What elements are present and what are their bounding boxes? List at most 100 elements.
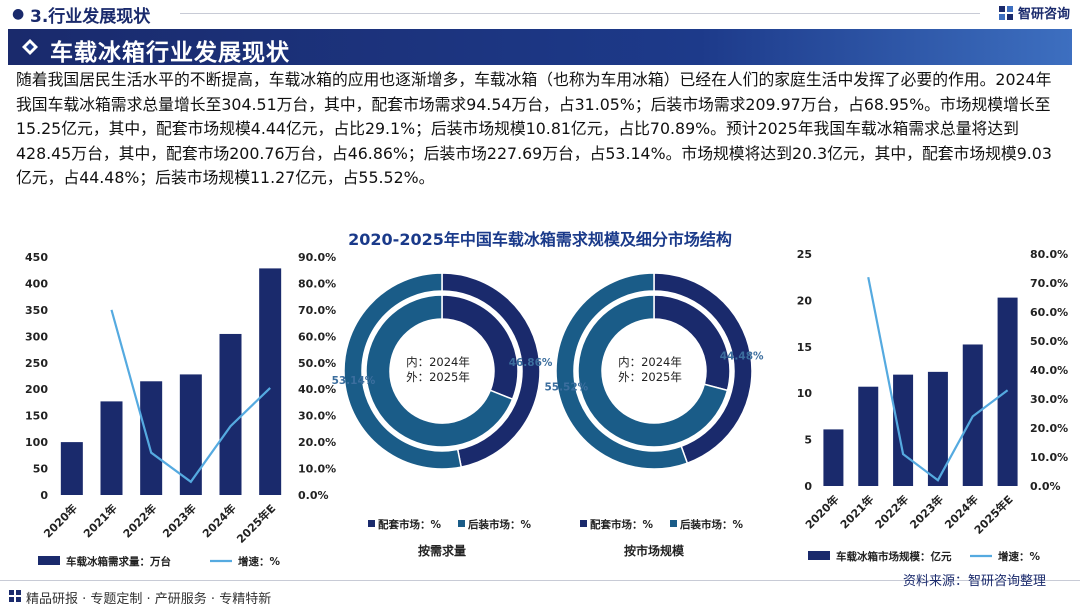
- scale-xtick: 2020年: [802, 492, 841, 531]
- scale-structure-legend-label: 后装市场：%: [680, 518, 743, 531]
- demand-ytick-right: 30.0%: [298, 410, 336, 423]
- scale-structure-legend-swatch: [670, 520, 677, 527]
- demand-xtick: 2023年: [160, 501, 199, 540]
- demand-bar: [179, 374, 202, 495]
- scale-structure-outer-slice: [555, 272, 689, 470]
- scale-legend-bar-swatch: [808, 551, 830, 560]
- diamond-icon: [22, 39, 38, 55]
- demand-structure-center-label: 外：2025年: [406, 370, 470, 384]
- grid-icon: [9, 590, 21, 602]
- demand-xtick: 2020年: [41, 501, 80, 540]
- demand-ytick-right: 40.0%: [298, 383, 336, 396]
- scale-ytick-right: 20.0%: [1030, 422, 1068, 435]
- scale-ytick-right: 60.0%: [1030, 306, 1068, 319]
- scale-ytick-right: 70.0%: [1030, 277, 1068, 290]
- services-list: 精品研报 · 专题定制 · 产研服务 · 专精特新: [26, 592, 272, 604]
- demand-structure-legend-label: 后装市场：%: [468, 518, 531, 531]
- demand-bar: [140, 381, 163, 495]
- demand-ytick-left: 400: [25, 277, 48, 290]
- demand-legend-line-label: 增速：%: [238, 555, 280, 568]
- demand-xtick: 2022年: [120, 501, 159, 540]
- demand-ytick-right: 70.0%: [298, 304, 336, 317]
- scale-structure-legend-label: 配套市场：%: [590, 518, 653, 531]
- section-bullet-icon: ●: [12, 6, 25, 22]
- demand-structure-legend-swatch: [368, 520, 375, 527]
- demand-structure-caption: 按需求量: [418, 543, 466, 558]
- scale-structure-center-label: 内：2024年: [618, 355, 682, 369]
- scale-ytick-right: 50.0%: [1030, 335, 1068, 348]
- footer-divider: [0, 580, 1080, 581]
- demand-ytick-right: 90.0%: [298, 251, 336, 264]
- scale-bar: [893, 374, 914, 486]
- scale-ytick-left: 0: [804, 480, 812, 493]
- demand-ytick-left: 100: [25, 436, 48, 449]
- header-divider: [180, 13, 980, 14]
- scale-ytick-right: 30.0%: [1030, 393, 1068, 406]
- demand-ytick-left: 350: [25, 304, 48, 317]
- demand-ytick-right: 50.0%: [298, 357, 336, 370]
- demand-bar: [219, 333, 242, 495]
- demand-structure-center-label: 内：2024年: [406, 355, 470, 369]
- demand-structure-slice-label: 53.14%: [332, 375, 376, 387]
- demand-xtick: 2024年: [199, 501, 238, 540]
- demand-ytick-left: 0: [40, 489, 48, 502]
- scale-xtick: 2023年: [907, 492, 946, 531]
- scale-bar: [823, 429, 844, 486]
- demand-ytick-left: 300: [25, 330, 48, 343]
- scale-structure-caption: 按市场规模: [624, 543, 685, 558]
- scale-ytick-right: 40.0%: [1030, 364, 1068, 377]
- demand-ytick-right: 0.0%: [298, 489, 329, 502]
- demand-ytick-left: 50: [33, 463, 49, 476]
- scale-structure-center-label: 外：2025年: [618, 370, 682, 384]
- demand-structure-legend-label: 配套市场：%: [378, 518, 441, 531]
- demand-structure-inner-slice: [365, 294, 514, 448]
- scale-ytick-left: 10: [797, 387, 813, 400]
- scale-legend-line-label: 增速：%: [998, 550, 1040, 563]
- scale-structure-inner-slice: [577, 294, 729, 448]
- demand-ytick-right: 80.0%: [298, 277, 336, 290]
- demand-structure-outer-slice: [343, 272, 463, 470]
- source-note: 资料来源：智研咨询整理: [902, 574, 1046, 589]
- demand-ytick-right: 10.0%: [298, 463, 336, 476]
- demand-legend-bar-swatch: [38, 556, 60, 565]
- demand-ytick-left: 250: [25, 357, 48, 370]
- scale-bar: [997, 297, 1018, 486]
- scale-bar: [858, 386, 879, 486]
- top-header: ● 3.行业发展现状 智研咨询: [0, 0, 1080, 27]
- demand-bar: [259, 268, 282, 495]
- scale-ytick-left: 25: [797, 248, 812, 261]
- demand-bar: [100, 401, 123, 495]
- scale-structure-legend-swatch: [580, 520, 587, 527]
- demand-ytick-left: 200: [25, 383, 48, 396]
- scale-ytick-left: 5: [804, 434, 812, 447]
- demand-bar: [60, 442, 83, 495]
- scale-ytick-left: 15: [797, 341, 812, 354]
- scale-xtick: 2022年: [872, 492, 911, 531]
- brand-logo: 智研咨询: [998, 3, 1070, 22]
- intro-paragraph: 随着我国居民生活水平的不断提高，车载冰箱的应用也逐渐增多，车载冰箱（也称为车用冰…: [16, 70, 1052, 187]
- scale-structure-slice-label: 44.48%: [720, 351, 764, 363]
- brand-name: 智研咨询: [1017, 7, 1070, 22]
- demand-ytick-left: 150: [25, 410, 48, 423]
- scale-legend-bar-label: 车载冰箱市场规模：亿元: [836, 550, 952, 563]
- demand-ytick-right: 60.0%: [298, 330, 336, 343]
- demand-xtick: 2025年E: [234, 501, 279, 546]
- scale-xtick: 2021年: [837, 492, 876, 531]
- section-title: 3.行业发展现状: [30, 7, 151, 27]
- scale-ytick-right: 80.0%: [1030, 248, 1068, 261]
- scale-structure-slice-label: 55.52%: [544, 381, 588, 393]
- demand-structure-legend-swatch: [458, 520, 465, 527]
- demand-ytick-left: 450: [25, 251, 48, 264]
- scale-bar: [927, 371, 948, 486]
- title-banner: 车载冰箱行业发展现状: [8, 29, 1072, 66]
- demand-legend-bar-label: 车载冰箱需求量：万台: [66, 555, 171, 568]
- demand-xtick: 2021年: [80, 501, 119, 540]
- scale-growth-line: [867, 276, 1009, 482]
- scale-xtick: 2025年E: [971, 492, 1016, 537]
- demand-ytick-right: 20.0%: [298, 436, 336, 449]
- chart-title: 2020-2025年中国车载冰箱需求规模及细分市场结构: [348, 230, 732, 249]
- brand-logo-icon: [998, 5, 1013, 20]
- scale-ytick-left: 20: [797, 294, 813, 307]
- demand-structure-slice-label: 46.86%: [509, 357, 553, 369]
